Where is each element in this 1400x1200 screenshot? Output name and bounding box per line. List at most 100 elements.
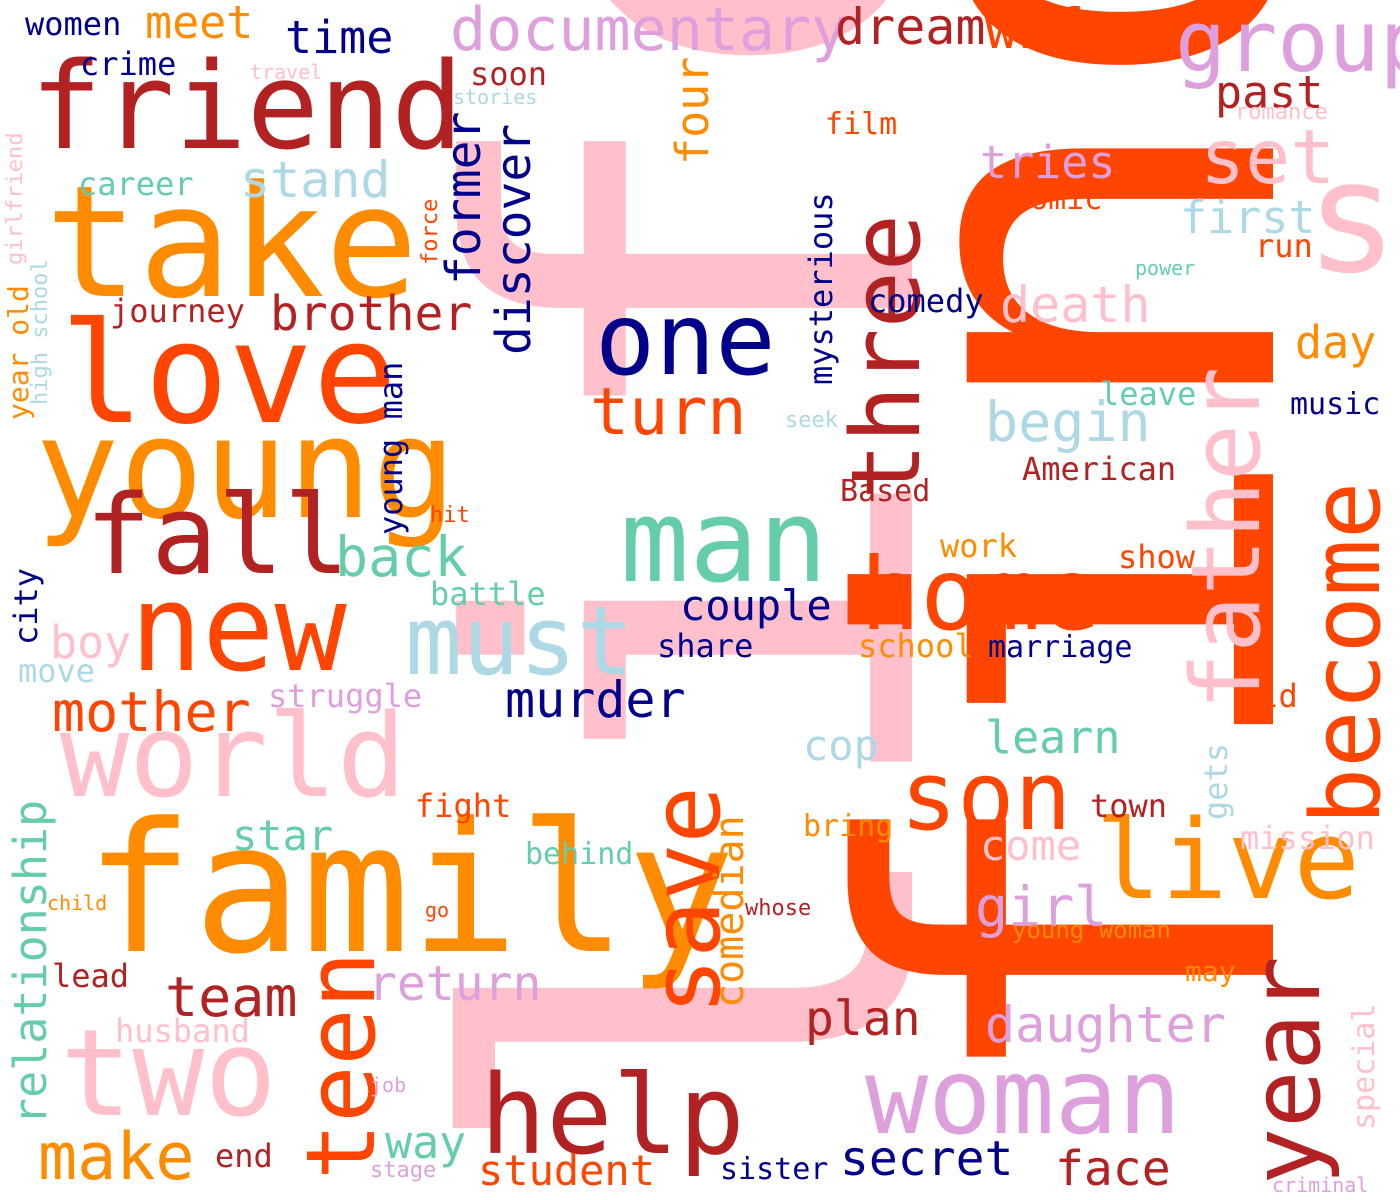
cloud-word: soon	[470, 55, 548, 93]
cloud-word: town	[1090, 787, 1168, 825]
cloud-word: romance	[1235, 100, 1328, 125]
cloud-word: girl	[975, 875, 1108, 939]
cloud-word: fight	[415, 787, 512, 825]
cloud-word: tries	[980, 136, 1116, 189]
cloud-word: love	[60, 293, 398, 456]
cloud-word: run	[1255, 227, 1313, 265]
cloud-word: stage	[370, 1158, 437, 1183]
cloud-word: stand	[240, 151, 391, 209]
cloud-word: film	[825, 107, 898, 142]
cloud-word: star	[232, 811, 334, 860]
cloud-word: become	[1292, 481, 1400, 825]
cloud-word: job	[370, 1073, 407, 1097]
cloud-word: begin	[985, 390, 1151, 454]
cloud-word: battle	[430, 575, 546, 613]
cloud-word: struggle	[268, 677, 423, 715]
cloud-word: home	[860, 536, 1101, 653]
cloud-word: four	[666, 56, 719, 165]
cloud-word: face	[1055, 1141, 1171, 1197]
cloud-word: career	[78, 165, 194, 203]
cloud-word: new	[130, 560, 347, 699]
cloud-word: three	[832, 214, 942, 500]
cloud-word: plan	[805, 991, 921, 1047]
cloud-word: year	[1232, 956, 1342, 1185]
cloud-word: special	[1347, 1003, 1382, 1130]
cloud-word: way	[385, 1116, 467, 1169]
cloud-word: child	[47, 891, 108, 915]
cloud-word: make	[38, 1120, 195, 1195]
cloud-word: time	[285, 11, 394, 64]
cloud-word: move	[18, 652, 96, 690]
cloud-word: Based	[840, 474, 931, 509]
cloud-word: death	[1000, 276, 1151, 334]
cloud-word: husband	[115, 1012, 250, 1050]
cloud-word: fall	[85, 471, 350, 599]
cloud-word: day	[1295, 316, 1377, 369]
cloud-word: man	[620, 475, 828, 609]
cloud-word: wife	[985, 0, 1118, 61]
cloud-word: young woman	[1012, 916, 1171, 944]
cloud-word: set	[1200, 113, 1336, 201]
cloud-word: year old	[2, 285, 35, 420]
cloud-word: old	[1240, 677, 1298, 715]
cloud-word: family	[85, 785, 736, 994]
cloud-word: girlfriend	[3, 132, 28, 265]
cloud-word: one	[595, 281, 776, 398]
cloud-word: work	[940, 527, 1018, 565]
cloud-word: daughter	[985, 996, 1226, 1054]
cloud-word: friend	[30, 38, 464, 177]
cloud-word: crime	[80, 45, 177, 83]
cloud-word: stories	[453, 85, 538, 109]
cloud-word: live	[1095, 796, 1360, 924]
cloud-word: young man	[372, 361, 410, 535]
cloud-word: journey	[110, 292, 245, 330]
cloud-word: dream	[835, 0, 986, 56]
cloud-word: young	[35, 388, 457, 551]
cloud-word: first	[1180, 191, 1316, 244]
cloud-word: whose	[745, 896, 812, 921]
cloud-word: meet	[145, 0, 254, 49]
cloud-word: past	[1215, 66, 1324, 119]
cloud-word: seek	[785, 408, 838, 433]
cloud-word: American	[1022, 450, 1177, 488]
cloud-word: gets	[1197, 742, 1235, 820]
cloud-word: learn	[985, 711, 1121, 764]
cloud-word: son	[900, 742, 1072, 852]
cloud-word: sister	[720, 1152, 829, 1187]
cloud-word: mission	[1240, 819, 1375, 857]
cloud-word: help	[480, 1051, 745, 1179]
cloud-word: mysterious	[802, 192, 840, 385]
cloud-word: school	[858, 627, 974, 665]
cloud-word: share	[657, 627, 754, 665]
cloud-word: may	[1185, 955, 1236, 988]
cloud-word: behind	[525, 837, 634, 872]
cloud-word: woman	[865, 1036, 1182, 1158]
cloud-word: secret	[840, 1131, 1014, 1187]
cloud-word: group	[1175, 0, 1400, 92]
cloud-word: team	[165, 965, 298, 1029]
cloud-word: marriage	[988, 630, 1133, 665]
cloud-word: two	[60, 1005, 277, 1144]
cloud-word: travel	[250, 60, 323, 84]
cloud-word: back	[335, 525, 468, 589]
cloud-word: music	[1290, 387, 1381, 422]
cloud-word: s	[1305, 127, 1399, 308]
cloud-word: come	[980, 821, 1082, 870]
cloud-word: relationship	[4, 799, 57, 1125]
cloud-word: force	[418, 198, 443, 265]
cloud-word: comic	[1012, 182, 1103, 217]
cloud-word: city	[7, 567, 45, 645]
cloud-word: boy	[50, 616, 132, 669]
cloud-word: go	[425, 898, 450, 922]
cloud-word: show	[1118, 538, 1196, 576]
cloud-word: couple	[680, 581, 832, 630]
cloud-word: women	[25, 5, 122, 43]
cloud-word: cop	[803, 721, 879, 770]
cloud-word: student	[478, 1146, 656, 1195]
cloud-word: must	[405, 587, 634, 697]
cloud-word: discover	[486, 123, 542, 355]
cloud-word: criminal	[1272, 1173, 1369, 1197]
cloud-word: leave	[1100, 375, 1197, 413]
cloud-word: comedy	[868, 282, 984, 320]
